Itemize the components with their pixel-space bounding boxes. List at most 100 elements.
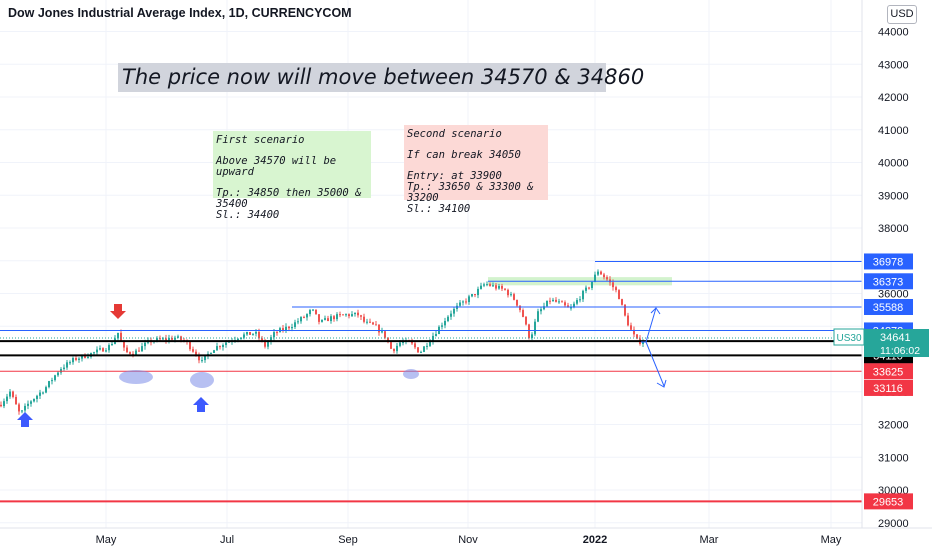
- candle-body: [516, 299, 518, 306]
- candle-body: [459, 302, 461, 306]
- candle-body: [537, 311, 539, 322]
- candle-body: [210, 352, 212, 354]
- up-arrow-icon: [193, 397, 209, 405]
- candle-body: [57, 372, 59, 376]
- candle-body: [351, 314, 353, 317]
- candle-body: [627, 315, 629, 326]
- candle-body: [387, 337, 389, 343]
- candle-body: [129, 352, 131, 354]
- candle-body: [417, 347, 419, 353]
- candle-body: [297, 321, 299, 323]
- candle-body: [33, 398, 35, 402]
- currency-button[interactable]: USD: [887, 5, 917, 24]
- level-badge-label: 29653: [873, 496, 904, 508]
- candle-body: [270, 337, 272, 342]
- countdown-label: 11:06:02: [880, 345, 920, 357]
- candle-body: [174, 337, 176, 340]
- candle-body: [120, 332, 122, 341]
- candle-body: [618, 290, 620, 300]
- candle-body: [165, 338, 167, 341]
- candle-body: [444, 321, 446, 326]
- time-tick-label: Sep: [338, 534, 358, 546]
- candle-body: [69, 362, 71, 364]
- candle-body: [141, 346, 143, 352]
- candle-body: [108, 345, 110, 351]
- candle-body: [156, 338, 158, 342]
- candle-body: [273, 332, 275, 338]
- price-tick-label: 38000: [878, 223, 909, 235]
- candle-body: [549, 300, 551, 302]
- level-badge: [864, 363, 913, 380]
- price-axis[interactable]: 4400043000420004100040000390003800037000…: [833, 0, 932, 550]
- candle-body: [519, 305, 521, 311]
- candle-body: [204, 355, 206, 361]
- candle-body: [528, 324, 530, 339]
- time-tick-label: May: [821, 534, 842, 546]
- time-tick-label: Mar: [700, 534, 719, 546]
- candle-body: [123, 340, 125, 348]
- candle-body: [363, 316, 365, 322]
- candle-body: [9, 391, 11, 397]
- candle-body: [591, 281, 593, 289]
- candle-body: [249, 331, 251, 335]
- candle-body: [471, 294, 473, 297]
- candle-body: [18, 404, 20, 412]
- price-tick-label: 40000: [878, 158, 909, 170]
- time-tick-label: 2022: [583, 534, 607, 546]
- candle-body: [27, 403, 29, 406]
- candle-body: [552, 299, 554, 302]
- current-price-badge: [864, 329, 929, 358]
- candle-body: [105, 350, 107, 352]
- candle-body: [480, 285, 482, 289]
- candle-body: [588, 287, 590, 289]
- candle-body: [3, 401, 5, 407]
- candle-body: [396, 345, 398, 352]
- candle-body: [240, 337, 242, 339]
- chart-grid: [0, 0, 862, 528]
- candle-body: [294, 322, 296, 328]
- candle-body: [216, 346, 218, 351]
- candle-body: [468, 296, 470, 303]
- price-tick-label: 36000: [878, 289, 909, 301]
- candle-body: [15, 396, 17, 405]
- candle-body: [78, 358, 80, 360]
- candle-body: [0, 404, 2, 407]
- candle-body: [312, 309, 314, 311]
- candle-body: [483, 284, 485, 286]
- level-badge: [864, 273, 913, 290]
- candle-body: [636, 334, 638, 339]
- candle-body: [168, 338, 170, 341]
- candle-body: [345, 314, 347, 316]
- candle-body: [372, 322, 374, 325]
- candle-body: [606, 277, 608, 280]
- time-tick-label: Nov: [458, 534, 478, 546]
- price-tick-label: 31000: [878, 452, 909, 464]
- candle-body: [510, 294, 512, 296]
- level-badge: [864, 298, 913, 315]
- candle-body: [75, 358, 77, 360]
- time-axis[interactable]: May Jul Sep Nov 2022 Mar May: [0, 527, 932, 546]
- candle-body: [189, 341, 191, 350]
- candle-body: [576, 300, 578, 304]
- candle-body: [303, 317, 305, 319]
- candle-body: [450, 313, 452, 317]
- candle-body: [39, 392, 41, 396]
- candle-body: [573, 303, 575, 308]
- candle-body: [630, 325, 632, 330]
- candle-body: [432, 335, 434, 342]
- projection-up-arrow-icon: [650, 307, 661, 315]
- candle-body: [267, 341, 269, 347]
- candle-body: [171, 338, 173, 340]
- candle-body: [543, 306, 545, 310]
- candle-body: [285, 326, 287, 331]
- candle-body: [441, 325, 443, 327]
- candle-body: [213, 350, 215, 353]
- candle-body: [336, 314, 338, 320]
- candle-body: [330, 316, 332, 322]
- price-tick-label: 42000: [878, 92, 909, 104]
- chart-markers: [17, 304, 667, 427]
- candle-body: [243, 334, 245, 338]
- support-ellipse: [119, 370, 153, 384]
- candle-body: [375, 324, 377, 326]
